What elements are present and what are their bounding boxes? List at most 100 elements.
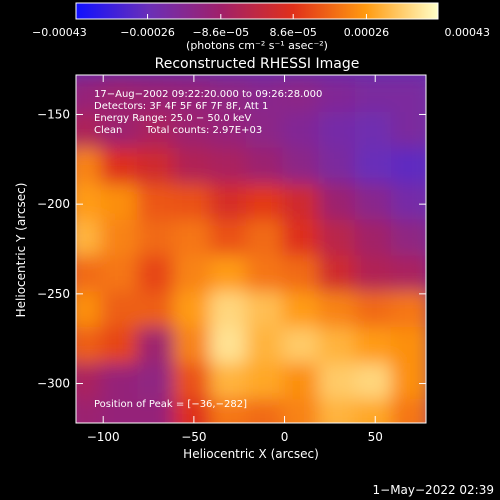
heatmap-cell <box>173 219 215 261</box>
heatmap-cell <box>245 291 287 333</box>
heatmap-cell <box>100 147 142 189</box>
colorbar-tick-label: 0.00026 <box>344 26 390 39</box>
heatmap-cell <box>318 147 360 189</box>
colorbar <box>75 2 439 20</box>
y-axis: −150 −200 −250 −300 <box>37 107 426 391</box>
heatmap-cell <box>390 291 426 333</box>
heatmap-cell <box>137 255 179 297</box>
y-tick-label: −300 <box>37 377 70 391</box>
heatmap-cell <box>209 363 251 404</box>
heatmap-cell <box>390 76 426 117</box>
heatmap-cell <box>318 183 360 225</box>
heatmap-cell <box>282 363 324 404</box>
x-axis-label: Heliocentric X (arcsec) <box>183 447 319 461</box>
chart-title: Reconstructed RHESSI Image <box>155 56 360 72</box>
heatmap-cell <box>100 363 142 404</box>
heatmap-cell <box>100 399 142 423</box>
heatmap-cell <box>173 327 215 369</box>
heatmap-cell <box>245 255 287 297</box>
heatmap-cell <box>282 399 324 423</box>
heatmap-cell <box>318 219 360 261</box>
heatmap-cell <box>76 363 106 404</box>
heatmap-cell <box>354 255 396 297</box>
colorbar-tick-label: −0.00026 <box>120 26 175 39</box>
heatmap-cell <box>76 219 106 261</box>
heatmap-cell <box>282 327 324 369</box>
heatmap-cell <box>173 363 215 404</box>
heatmap-cell <box>282 147 324 189</box>
heatmap-cell <box>390 147 426 189</box>
heatmap-cell <box>245 399 287 423</box>
energy-annotation: Energy Range: 25.0 − 50.0 keV <box>94 113 251 124</box>
heatmap-cell <box>354 327 396 369</box>
heatmap-cell <box>390 399 426 423</box>
heatmap-cell <box>173 255 215 297</box>
heatmap-cell <box>318 363 360 404</box>
heatmap-cell <box>209 255 251 297</box>
heatmap-cell <box>76 147 106 189</box>
heatmap-cell <box>76 399 106 423</box>
heatmap-cell <box>173 112 215 153</box>
heatmap-cell <box>245 327 287 369</box>
heatmap-cell <box>354 363 396 404</box>
detectors-annotation: Detectors: 3F 4F 5F 6F 7F 8F, Att 1 <box>94 101 268 112</box>
heatmap-cell <box>137 219 179 261</box>
heatmap-cell <box>282 183 324 225</box>
colorbar-tick-label: −8.6e−05 <box>192 26 249 39</box>
heatmap-cell <box>137 147 179 189</box>
heatmap-cell <box>173 399 215 423</box>
heatmap-cell <box>282 255 324 297</box>
heatmap-cell <box>209 76 251 117</box>
heatmap-cell <box>209 291 251 333</box>
heatmap <box>76 76 426 423</box>
heatmap-cell <box>318 291 360 333</box>
heatmap-cell <box>137 327 179 369</box>
heatmap-cell <box>245 76 287 117</box>
heatmap-cell <box>100 219 142 261</box>
heatmap-cell <box>209 399 251 423</box>
heatmap-cell <box>354 399 396 423</box>
heatmap-cell <box>137 291 179 333</box>
heatmap-cell <box>354 291 396 333</box>
heatmap-cell <box>100 76 142 117</box>
heatmap-cell <box>390 219 426 261</box>
heatmap-cell <box>137 363 179 404</box>
heatmap-cell <box>245 147 287 189</box>
heatmap-cell <box>209 327 251 369</box>
heatmap-cell <box>318 255 360 297</box>
x-axis: −100 −50 0 50 <box>87 75 383 444</box>
heatmap-cell <box>245 363 287 404</box>
heatmap-cell <box>209 112 251 153</box>
y-axis-label: Heliocentric Y (arcsec) <box>14 183 28 318</box>
heatmap-cell <box>318 112 360 153</box>
x-tick-label: −50 <box>181 430 206 444</box>
heatmap-cell <box>137 399 179 423</box>
heatmap-cell <box>245 219 287 261</box>
x-tick-label: 50 <box>368 430 383 444</box>
heatmap-cell <box>209 147 251 189</box>
heatmap-cell <box>173 147 215 189</box>
colorbar-ticks: −0.00043 −0.00026 −8.6e−05 8.6e−05 0.00026 0.… <box>32 14 490 39</box>
heatmap-cell <box>100 255 142 297</box>
heatmap-cell <box>282 112 324 153</box>
heatmap-cell <box>173 291 215 333</box>
heatmap-cell <box>354 147 396 189</box>
heatmap-cell <box>282 76 324 117</box>
colorbar-tick-label: −0.00043 <box>32 26 87 39</box>
timestamp: 1−May−2022 02:39 <box>373 483 495 497</box>
heatmap-cell <box>100 183 142 225</box>
colorbar-tick-label: 0.00043 <box>445 26 491 39</box>
heatmap-cell <box>76 183 106 225</box>
time-range-annotation: 17−Aug−2002 09:22:20.000 to 09:26:28.000 <box>94 89 322 100</box>
heatmap-cell <box>76 112 106 153</box>
heatmap-cell <box>76 76 106 117</box>
colorbar-tick-label: 8.6e−05 <box>269 26 316 39</box>
heatmap-cell <box>100 327 142 369</box>
heatmap-cell <box>318 76 360 117</box>
y-tick-label: −200 <box>37 197 70 211</box>
heatmap-cell <box>173 76 215 117</box>
plot-frame <box>75 74 427 424</box>
heatmap-cell <box>354 219 396 261</box>
peak-annotation: Position of Peak = [−36,−282] <box>94 399 247 410</box>
